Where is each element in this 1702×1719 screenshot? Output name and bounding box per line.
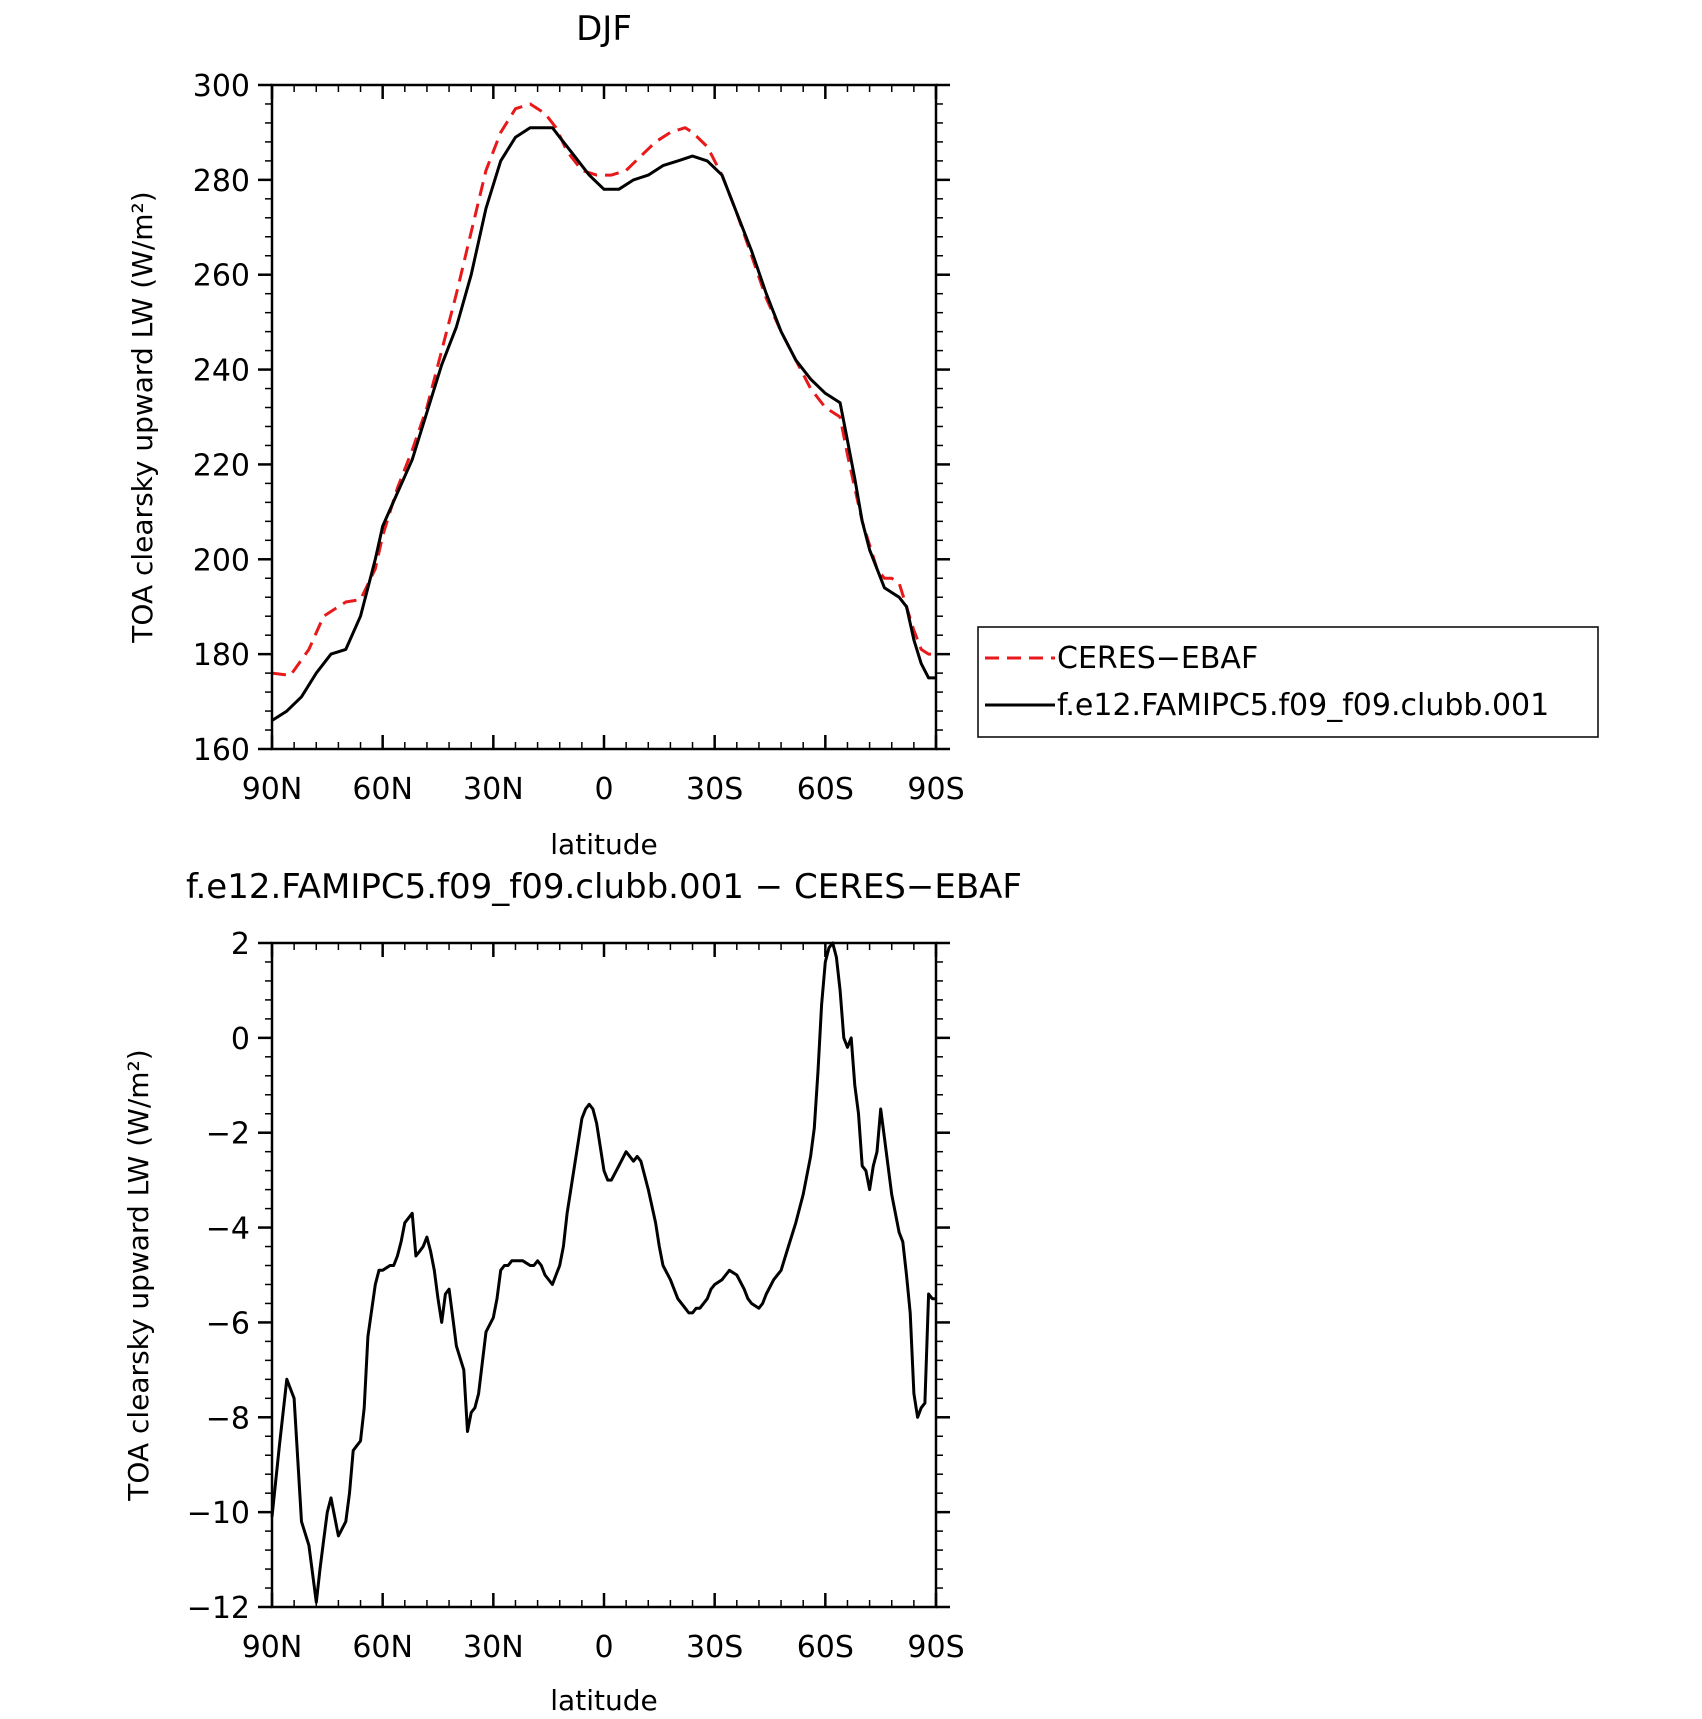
bottom-chart-series-layer <box>270 941 936 1604</box>
legend-label-model: f.e12.FAMIPC5.f09_f09.clubb.001 <box>1057 688 1549 723</box>
bottom-chart-x-tick-labels: 90N 60N 30N 0 30S 60S 90S <box>242 1630 965 1665</box>
bottom-chart-y-tick-label: −8 <box>206 1401 250 1436</box>
top-chart-legend: CERES−EBAF f.e12.FAMIPC5.f09_f09.clubb.0… <box>977 626 1599 738</box>
bottom-chart-series-line-0 <box>270 941 936 1604</box>
bottom-chart-panel: f.e12.FAMIPC5.f09_f09.clubb.001 − CERES−… <box>122 867 1022 1717</box>
top-chart-x-tick-label: 30N <box>463 772 524 807</box>
bottom-chart-y-axis-label: TOA clearsky upward LW (W/m²) <box>122 1049 155 1501</box>
bottom-chart-frame <box>270 941 938 1609</box>
bottom-chart-y-tick-label: −6 <box>206 1306 250 1341</box>
bottom-chart-x-tick-label: 60N <box>352 1630 413 1665</box>
bottom-chart-y-tick-label: 0 <box>231 1022 250 1057</box>
bottom-chart-x-tick-label: 30N <box>463 1630 524 1665</box>
top-chart-y-tick-labels: 160 180 200 220 240 260 280 300 <box>193 69 250 768</box>
bottom-chart-x-tick-label: 60S <box>797 1630 854 1665</box>
legend-box <box>977 626 1599 738</box>
top-chart-y-tick-label: 220 <box>193 448 250 483</box>
top-chart-y-axis-label: TOA clearsky upward LW (W/m²) <box>126 191 159 643</box>
top-chart-x-tick-label: 90S <box>907 772 964 807</box>
bottom-chart-x-tick-label: 30S <box>686 1630 743 1665</box>
top-chart-series-line-0 <box>271 102 936 677</box>
top-chart-panel: DJF 160 180 200 220 240 260 280 300 90N 60N 30N 0 3… <box>126 9 1599 861</box>
top-chart-ticks-layer <box>258 83 950 751</box>
top-chart-series-layer <box>271 102 936 722</box>
top-chart-x-tick-labels: 90N 60N 30N 0 30S 60S 90S <box>242 772 965 807</box>
top-chart-x-tick-label: 0 <box>594 772 613 807</box>
top-chart-x-axis-label: latitude <box>550 828 657 861</box>
top-chart-frame <box>270 83 938 751</box>
top-chart-y-tick-label: 280 <box>193 164 250 199</box>
top-chart-x-tick-label: 60S <box>797 772 854 807</box>
bottom-chart-y-tick-label: 2 <box>231 927 250 962</box>
bottom-chart-y-tick-label: −10 <box>187 1496 250 1531</box>
bottom-chart-x-tick-label: 0 <box>594 1630 613 1665</box>
top-chart-y-tick-label: 260 <box>193 259 250 294</box>
bottom-chart-y-tick-label: −2 <box>206 1117 250 1152</box>
top-chart-y-tick-label: 160 <box>193 733 250 768</box>
bottom-chart-y-tick-labels: −12 −10 −8 −6 −4 −2 0 2 <box>187 927 250 1626</box>
bottom-chart-y-tick-label: −12 <box>187 1591 250 1626</box>
top-chart-y-tick-label: 200 <box>193 543 250 578</box>
top-chart-y-tick-label: 180 <box>193 638 250 673</box>
legend-label-ceres: CERES−EBAF <box>1057 641 1258 676</box>
top-chart-x-tick-label: 90N <box>242 772 303 807</box>
top-chart-x-tick-label: 30S <box>686 772 743 807</box>
top-chart-x-tick-label: 60N <box>352 772 413 807</box>
top-chart-y-tick-label: 300 <box>193 69 250 104</box>
bottom-chart-x-tick-label: 90S <box>907 1630 964 1665</box>
top-chart-y-tick-label: 240 <box>193 354 250 389</box>
bottom-chart-title: f.e12.FAMIPC5.f09_f09.clubb.001 − CERES−… <box>186 867 1022 907</box>
top-chart-series-line-1 <box>271 126 936 722</box>
bottom-chart-x-axis-label: latitude <box>550 1684 657 1717</box>
top-chart-title: DJF <box>576 9 632 49</box>
bottom-chart-y-tick-label: −4 <box>206 1212 250 1247</box>
bottom-chart-x-tick-label: 90N <box>242 1630 303 1665</box>
